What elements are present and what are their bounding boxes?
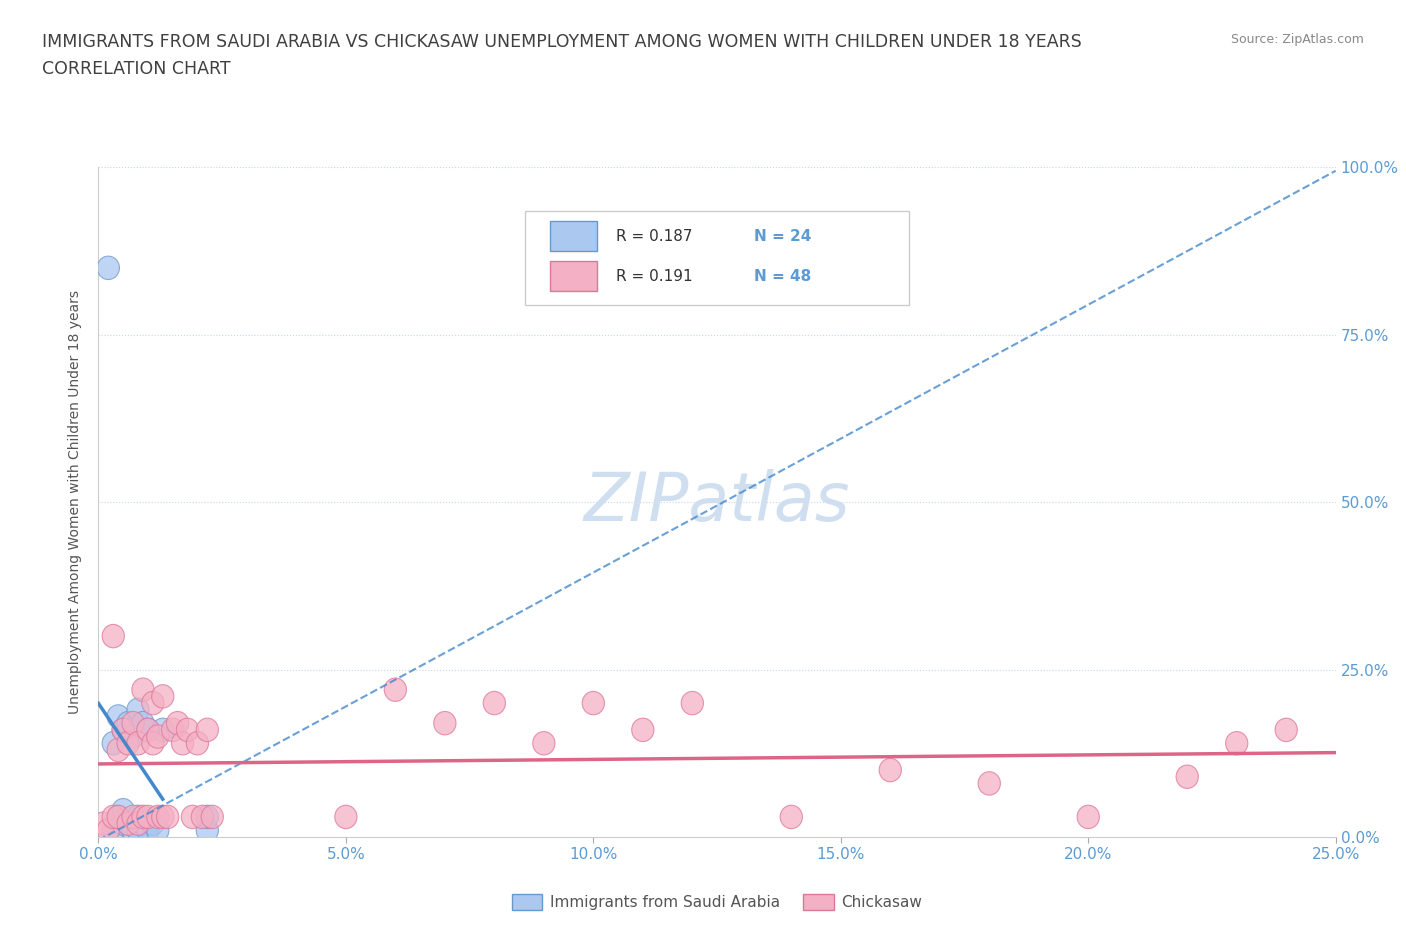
- Ellipse shape: [112, 718, 135, 741]
- Ellipse shape: [127, 812, 149, 835]
- FancyBboxPatch shape: [526, 211, 908, 305]
- Ellipse shape: [136, 718, 159, 741]
- Ellipse shape: [117, 711, 139, 735]
- Ellipse shape: [1275, 718, 1298, 741]
- Text: N = 24: N = 24: [754, 229, 811, 244]
- Ellipse shape: [172, 732, 194, 755]
- Ellipse shape: [122, 711, 145, 735]
- Ellipse shape: [142, 691, 165, 715]
- Ellipse shape: [136, 805, 159, 829]
- Legend: Immigrants from Saudi Arabia, Chickasaw: Immigrants from Saudi Arabia, Chickasaw: [506, 888, 928, 916]
- Ellipse shape: [136, 818, 159, 842]
- Ellipse shape: [112, 718, 135, 741]
- Ellipse shape: [335, 805, 357, 829]
- Ellipse shape: [142, 732, 165, 755]
- Ellipse shape: [122, 724, 145, 749]
- Ellipse shape: [162, 718, 184, 741]
- Y-axis label: Unemployment Among Women with Children Under 18 years: Unemployment Among Women with Children U…: [69, 290, 83, 714]
- Ellipse shape: [879, 758, 901, 782]
- Ellipse shape: [93, 812, 114, 835]
- Text: CORRELATION CHART: CORRELATION CHART: [42, 60, 231, 78]
- Text: IMMIGRANTS FROM SAUDI ARABIA VS CHICKASAW UNEMPLOYMENT AMONG WOMEN WITH CHILDREN: IMMIGRANTS FROM SAUDI ARABIA VS CHICKASA…: [42, 33, 1083, 50]
- Ellipse shape: [132, 805, 155, 829]
- Ellipse shape: [103, 805, 124, 829]
- Ellipse shape: [97, 256, 120, 280]
- Ellipse shape: [166, 711, 188, 735]
- Text: N = 48: N = 48: [754, 269, 811, 284]
- Ellipse shape: [117, 732, 139, 755]
- Ellipse shape: [127, 732, 149, 755]
- Ellipse shape: [132, 678, 155, 701]
- Ellipse shape: [631, 718, 654, 741]
- Ellipse shape: [533, 732, 555, 755]
- Ellipse shape: [146, 818, 169, 842]
- Ellipse shape: [107, 805, 129, 829]
- Ellipse shape: [979, 772, 1001, 795]
- Ellipse shape: [1175, 765, 1198, 789]
- Ellipse shape: [780, 805, 803, 829]
- Ellipse shape: [197, 718, 218, 741]
- Ellipse shape: [103, 732, 124, 755]
- Ellipse shape: [107, 805, 129, 829]
- Text: R = 0.191: R = 0.191: [616, 269, 692, 284]
- Ellipse shape: [97, 818, 120, 842]
- Text: ZIPatlas: ZIPatlas: [583, 470, 851, 535]
- Ellipse shape: [142, 812, 165, 835]
- Ellipse shape: [681, 691, 703, 715]
- Ellipse shape: [132, 812, 155, 835]
- Bar: [550, 261, 598, 291]
- Ellipse shape: [176, 718, 198, 741]
- Ellipse shape: [582, 691, 605, 715]
- Ellipse shape: [117, 812, 139, 835]
- Ellipse shape: [103, 624, 124, 648]
- Ellipse shape: [152, 718, 174, 741]
- Ellipse shape: [107, 705, 129, 728]
- Ellipse shape: [112, 812, 135, 835]
- Ellipse shape: [181, 805, 204, 829]
- Ellipse shape: [433, 711, 456, 735]
- Ellipse shape: [122, 805, 145, 829]
- Ellipse shape: [112, 799, 135, 822]
- Ellipse shape: [197, 818, 218, 842]
- Ellipse shape: [1077, 805, 1099, 829]
- Ellipse shape: [132, 711, 155, 735]
- Text: R = 0.187: R = 0.187: [616, 229, 692, 244]
- Ellipse shape: [191, 805, 214, 829]
- Ellipse shape: [103, 818, 124, 842]
- Ellipse shape: [201, 805, 224, 829]
- Ellipse shape: [484, 691, 506, 715]
- Bar: [550, 221, 598, 251]
- Ellipse shape: [146, 724, 169, 749]
- Ellipse shape: [186, 732, 208, 755]
- Ellipse shape: [117, 812, 139, 835]
- Ellipse shape: [127, 818, 149, 842]
- Ellipse shape: [197, 805, 218, 829]
- Ellipse shape: [156, 805, 179, 829]
- Ellipse shape: [152, 805, 174, 829]
- Ellipse shape: [127, 805, 149, 829]
- Ellipse shape: [1226, 732, 1249, 755]
- Ellipse shape: [384, 678, 406, 701]
- Text: Source: ZipAtlas.com: Source: ZipAtlas.com: [1230, 33, 1364, 46]
- Ellipse shape: [127, 698, 149, 722]
- Ellipse shape: [146, 805, 169, 829]
- Ellipse shape: [122, 818, 145, 842]
- Ellipse shape: [107, 738, 129, 762]
- Ellipse shape: [152, 684, 174, 708]
- Ellipse shape: [136, 718, 159, 741]
